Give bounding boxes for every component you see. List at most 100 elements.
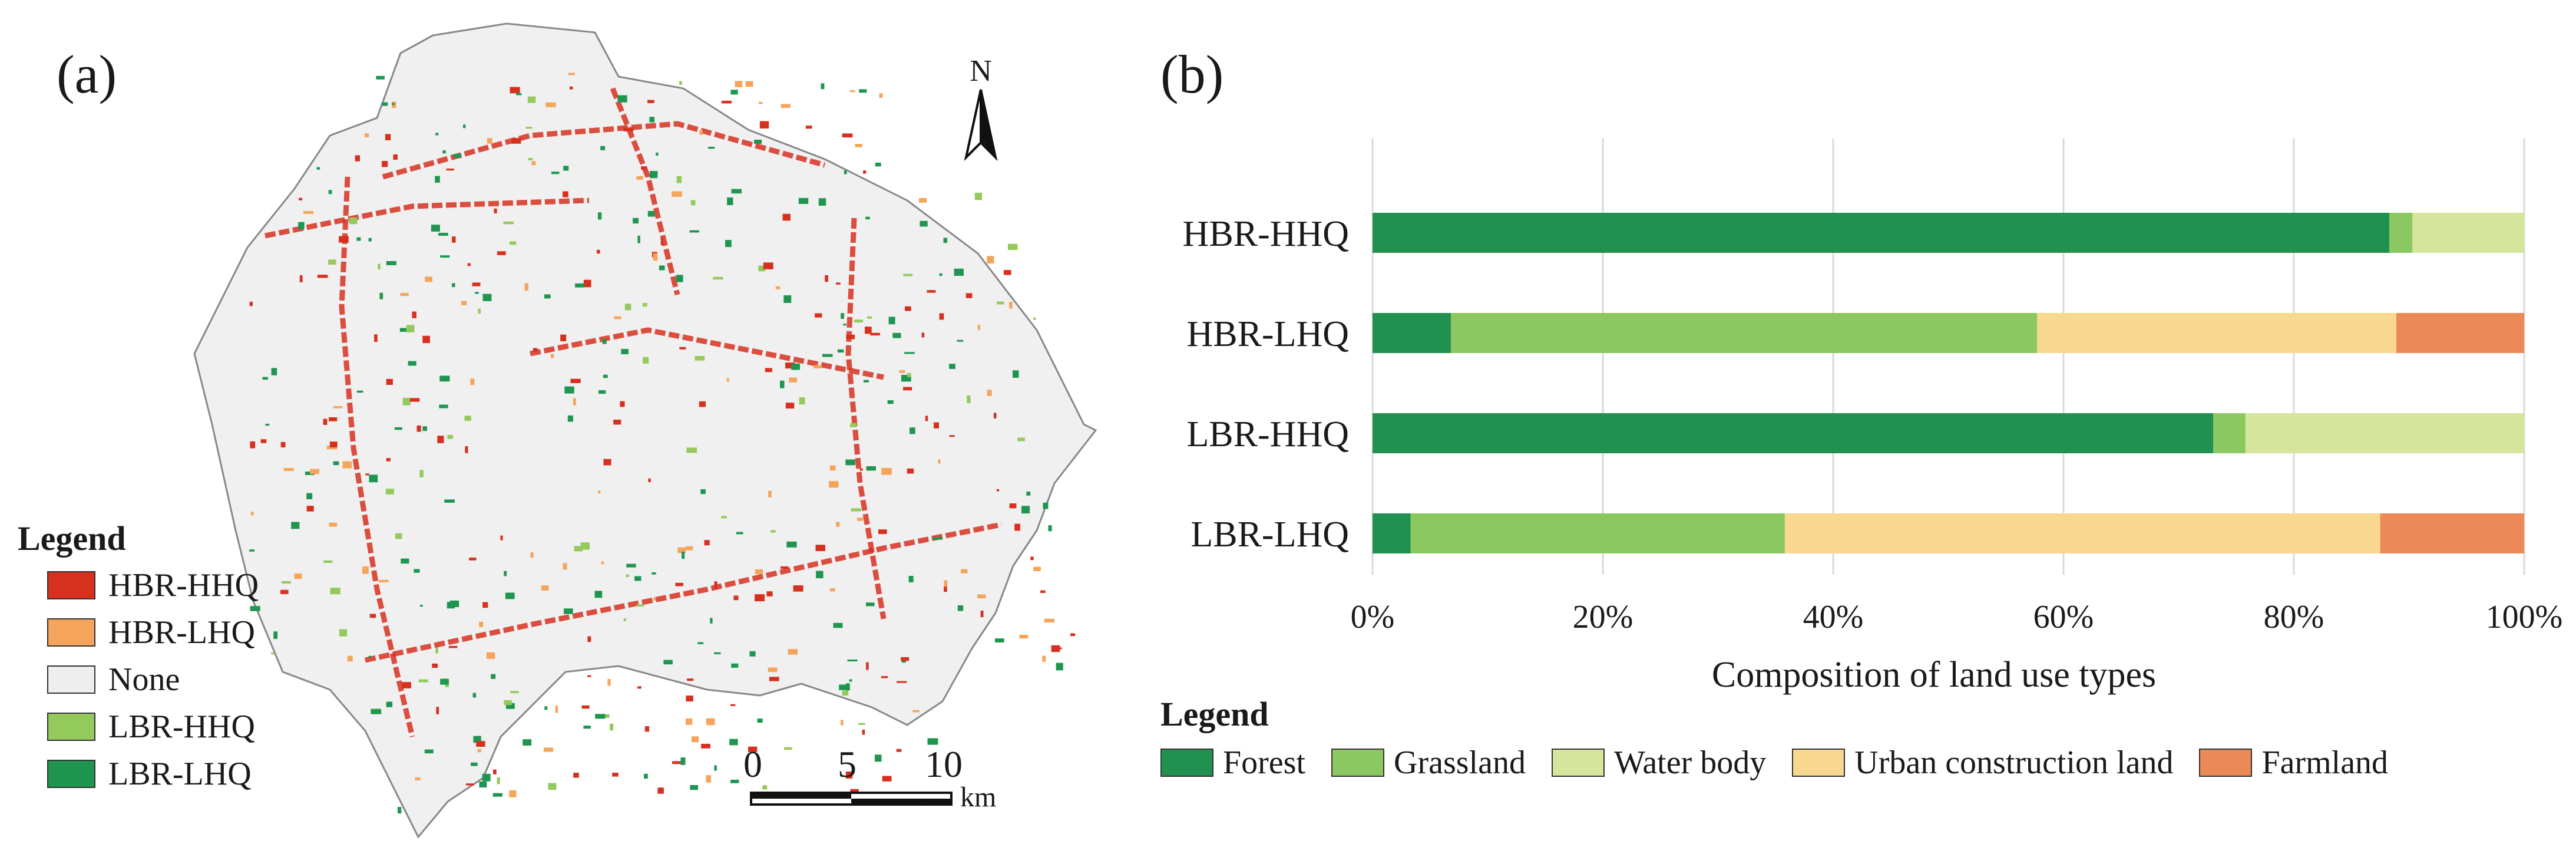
map-patch [805, 126, 812, 129]
map-patch [563, 166, 569, 171]
map-patch [899, 370, 905, 373]
map-patch [656, 152, 659, 156]
map-patch [836, 522, 840, 527]
map-patch [921, 332, 925, 338]
map-patch [721, 100, 732, 104]
map-patch [839, 684, 849, 690]
map-patch [736, 532, 743, 535]
map-patch [892, 332, 901, 338]
north-arrow-icon [964, 89, 998, 161]
map-patch [1056, 662, 1063, 671]
map-patch [385, 134, 391, 140]
bar-segment [1373, 513, 1411, 553]
map-patch [497, 251, 506, 255]
map-patch [841, 313, 844, 319]
map-patch [555, 706, 558, 713]
map-patch [422, 426, 427, 431]
map-patch [440, 255, 450, 258]
map-patch [652, 572, 656, 575]
map-patch [680, 757, 686, 765]
map-patch [791, 363, 800, 370]
map-patch [265, 423, 270, 426]
map-patch [541, 585, 549, 591]
bar-legend-swatch [1160, 749, 1213, 777]
map-patch [934, 422, 939, 429]
map-patch [758, 265, 766, 272]
bar-segment [2389, 213, 2413, 253]
map-patch [977, 594, 986, 599]
map-patch [1033, 317, 1036, 320]
x-tick-label: 0% [1351, 599, 1395, 635]
map-patch [560, 334, 567, 341]
map-patch [1033, 566, 1041, 572]
map-patch [637, 235, 640, 243]
map-patch [731, 189, 742, 194]
map-patch [769, 677, 779, 681]
map-patch [528, 157, 533, 160]
bar-segment [2245, 413, 2524, 453]
map-patch [525, 127, 533, 129]
map-patch [271, 368, 277, 375]
map-patch [910, 427, 915, 434]
map-patch [939, 273, 943, 276]
map-patch [995, 638, 1004, 642]
map-patch [965, 293, 973, 298]
map-patch [676, 275, 683, 282]
map-patch [414, 569, 420, 573]
map-patch [573, 398, 576, 406]
map-patch [862, 729, 865, 735]
map-patch [686, 546, 693, 551]
map-patch [437, 436, 444, 443]
map-patch [623, 618, 627, 621]
map-patch [816, 571, 824, 578]
map-patch [818, 198, 826, 206]
map-patch [987, 390, 992, 396]
map-patch [650, 171, 658, 179]
map-patch [735, 81, 743, 87]
map-corridor [530, 327, 884, 380]
map-patch [505, 703, 515, 709]
map-patch [356, 390, 363, 393]
map-patch [675, 582, 683, 586]
map-patch [280, 441, 286, 447]
map-patch [461, 301, 467, 305]
category-label: HBR-LHQ [1186, 314, 1349, 354]
map-patch [896, 749, 902, 752]
map-patch [620, 401, 625, 407]
map-patch [846, 334, 855, 339]
map-patch [432, 663, 438, 668]
map-patch [530, 552, 534, 558]
bar-segment [1373, 213, 2390, 253]
map-patch [452, 283, 455, 288]
map-patch [682, 552, 685, 559]
map-patch [815, 313, 822, 318]
map-patch [570, 86, 573, 90]
map-patch [476, 741, 485, 747]
map-patch [781, 566, 789, 569]
map-patch [563, 563, 567, 570]
map-patch [494, 208, 497, 213]
map-patch [648, 478, 651, 482]
map-patch [378, 263, 381, 270]
map-patch [1012, 370, 1019, 378]
map-patch [444, 499, 455, 503]
map-patch [306, 506, 314, 512]
map-patch [386, 701, 393, 707]
bar-segment [2396, 313, 2524, 353]
map-patch [260, 439, 267, 443]
map-patch [829, 465, 836, 471]
map-patch [713, 276, 723, 280]
map-patch [829, 481, 839, 488]
map-patch [863, 380, 869, 383]
map-patch [326, 446, 338, 450]
map-patch [901, 657, 910, 661]
bar-legend-item: Grassland [1331, 744, 1526, 782]
map-patch [516, 93, 522, 95]
map-patch [695, 356, 705, 361]
map-patch [306, 493, 313, 499]
map-patch [250, 441, 256, 449]
bar-legend-swatch [1331, 749, 1384, 777]
map-patch [594, 591, 603, 598]
map-patch [704, 540, 710, 546]
map-patch [879, 93, 883, 98]
